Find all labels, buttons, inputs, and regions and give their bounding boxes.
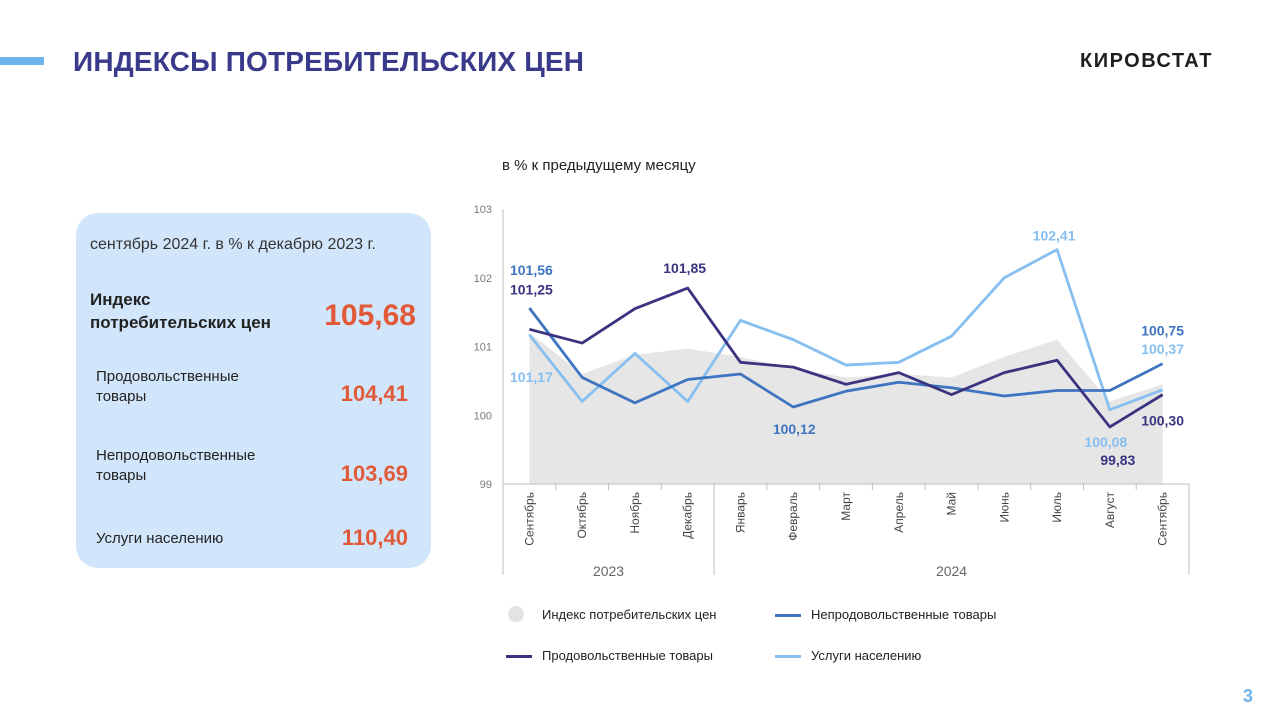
summary-label-nonfood-line1: Непродовольственные <box>96 447 256 464</box>
legend-swatch-cpi <box>508 606 524 622</box>
data-label: 100,08 <box>1084 434 1127 450</box>
year-label: 2023 <box>593 563 624 579</box>
data-label: 100,37 <box>1141 341 1184 357</box>
summary-label-services: Услуги населению <box>96 530 224 547</box>
x-tick-label: Июнь <box>997 492 1011 523</box>
legend-swatch-nonfood <box>775 614 801 617</box>
series-line-nonfood <box>528 307 1164 409</box>
x-tick-label: Декабрь <box>681 492 695 539</box>
accent-bar <box>0 57 44 65</box>
summary-label-cpi-line2: потребительских цен <box>90 313 271 332</box>
page-title: ИНДЕКСЫ ПОТРЕБИТЕЛЬСКИХ ЦЕН <box>73 46 585 77</box>
data-label: 102,41 <box>1033 228 1076 244</box>
legend-label-food: Продовольственные товары <box>542 648 713 663</box>
data-label: 101,17 <box>510 369 553 385</box>
data-label: 99,83 <box>1100 452 1135 468</box>
summary-value-nonfood: 103,69 <box>340 461 408 486</box>
summary-label-food: Продовольственные товары <box>96 367 239 407</box>
legend-label-nonfood: Непродовольственные товары <box>811 607 997 622</box>
x-tick-label: Январь <box>733 492 747 533</box>
brand-logo: КИРОВСТАТ <box>1080 50 1213 72</box>
x-tick-label: Август <box>1103 492 1117 529</box>
y-tick-label: 100 <box>474 410 492 422</box>
summary-label-cpi-line1: Индекс <box>90 290 151 309</box>
summary-value-food: 104,41 <box>340 381 408 406</box>
data-label: 101,56 <box>510 262 553 278</box>
legend-swatch-services <box>775 655 801 658</box>
summary-label-food-line2: товары <box>96 388 147 405</box>
summary-label-food-line1: Продовольственные <box>96 368 239 385</box>
y-tick-label: 103 <box>474 204 492 216</box>
legend-label-services: Услуги населению <box>811 648 922 663</box>
summary-value-services: 110,40 <box>341 525 408 550</box>
y-tick-label: 99 <box>480 479 492 491</box>
x-tick-label: Сентябрь <box>522 492 536 546</box>
series-line-services <box>528 248 1164 412</box>
page-number: 3 <box>1243 686 1254 706</box>
data-label: 101,85 <box>663 260 706 276</box>
legend-label-cpi: Индекс потребительских цен <box>542 607 717 622</box>
data-label: 100,12 <box>773 421 816 437</box>
series-area-cpi <box>529 332 1163 484</box>
x-tick-label: Октябрь <box>575 492 589 539</box>
data-label: 101,25 <box>510 281 553 297</box>
summary-panel: сентябрь 2024 г. в % к декабрю 2023 г. И… <box>76 213 431 568</box>
y-tick-label: 102 <box>474 273 492 285</box>
y-tick-label: 101 <box>474 342 492 354</box>
summary-label-cpi: Индекс потребительских цен <box>90 288 271 334</box>
summary-label-nonfood: Непродовольственные товары <box>96 446 255 486</box>
x-tick-label: Февраль <box>786 492 800 541</box>
x-tick-label: Март <box>839 492 853 521</box>
summary-heading: сентябрь 2024 г. в % к декабрю 2023 г. <box>90 236 376 253</box>
summary-label-nonfood-line2: товары <box>96 467 147 484</box>
data-label: 100,30 <box>1141 413 1184 429</box>
legend-swatch-food <box>506 655 532 658</box>
x-tick-label: Май <box>945 492 959 516</box>
x-tick-label: Июль <box>1050 492 1064 523</box>
summary-value-cpi: 105,68 <box>324 299 416 332</box>
x-tick-label: Ноябрь <box>628 492 642 534</box>
x-tick-label: Апрель <box>892 492 906 533</box>
year-label: 2024 <box>936 563 967 579</box>
chart-unit-label: в % к предыдущему месяцу <box>502 157 696 174</box>
x-tick-label: Сентябрь <box>1156 492 1170 546</box>
series-line-food <box>529 286 1164 429</box>
data-label: 100,75 <box>1141 323 1184 339</box>
